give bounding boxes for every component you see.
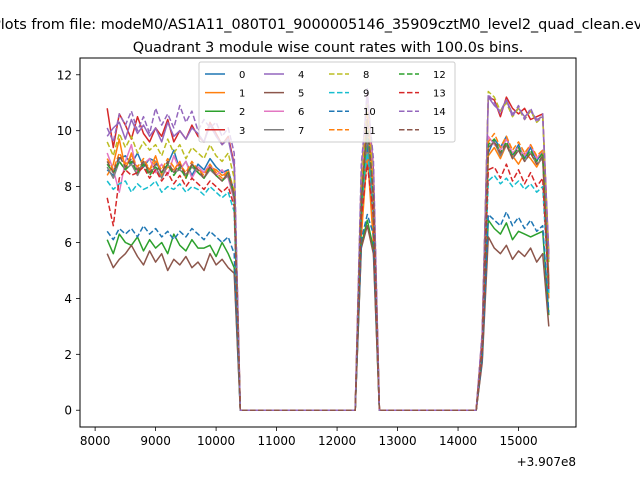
x-tick-label: 11000: [257, 434, 295, 448]
axis-ticks: 8000 9000 10000 11000 12000 13000 14000 15000 0 2…: [57, 68, 538, 448]
legend-box: [198, 61, 456, 143]
x-tick-label: 15000: [499, 434, 537, 448]
x-tick-label: 10000: [197, 434, 235, 448]
legend-label-2: 2: [239, 107, 245, 118]
series-line-15: [106, 118, 550, 411]
y-tick-label: 10: [57, 124, 72, 138]
x-tick-label: 8000: [80, 434, 111, 448]
y-tick-label: 12: [57, 68, 72, 82]
legend-label-10: 10: [363, 107, 376, 118]
legend-label-7: 7: [298, 126, 304, 137]
legend-label-9: 9: [363, 89, 369, 100]
legend-label-13: 13: [433, 89, 446, 100]
x-tick-label: 12000: [318, 434, 356, 448]
x-axis-offset-label: +3.907e8: [517, 455, 576, 469]
legend-label-3: 3: [239, 126, 245, 137]
x-tick-label: 13000: [378, 434, 416, 448]
figure-suptitle: Plots from file: modeM0/AS1A11_080T01_90…: [0, 17, 640, 33]
legend-label-4: 4: [298, 70, 304, 81]
y-tick-label: 0: [64, 404, 72, 418]
plot-frame: [79, 57, 577, 428]
legend-label-6: 6: [298, 107, 304, 118]
series-line-13: [106, 163, 550, 411]
series-lines: [106, 88, 550, 411]
chart-title: Quadrant 3 module wise count rates with …: [133, 40, 524, 56]
x-tick-label: 9000: [140, 434, 171, 448]
y-tick-label: 4: [64, 292, 72, 306]
legend-label-1: 1: [239, 89, 245, 100]
legend-label-5: 5: [298, 89, 304, 100]
legend-label-14: 14: [433, 107, 446, 118]
legend-label-11: 11: [363, 126, 376, 137]
y-tick-label: 8: [64, 180, 72, 194]
legend-label-8: 8: [363, 70, 369, 81]
x-tick-label: 14000: [439, 434, 477, 448]
legend-label-0: 0: [239, 70, 245, 81]
legend-label-12: 12: [433, 70, 446, 81]
y-tick-label: 6: [64, 236, 72, 250]
series-line-14: [106, 93, 550, 411]
legend-label-15: 15: [433, 126, 446, 137]
y-tick-label: 2: [64, 348, 72, 362]
